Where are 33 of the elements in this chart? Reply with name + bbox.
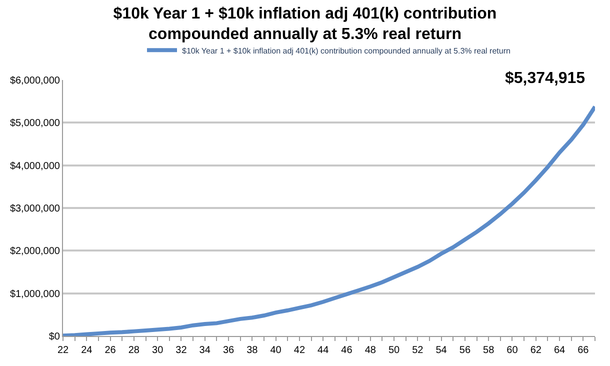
x-tick-label: 48 bbox=[364, 345, 376, 356]
x-tick-label: 36 bbox=[222, 345, 235, 356]
y-tick-label: $0 bbox=[48, 332, 60, 342]
x-tick-label: 60 bbox=[506, 345, 518, 356]
y-tick-label: $2,000,000 bbox=[10, 246, 60, 258]
legend-label: $10k Year 1 + $10k inflation adj 401(k) contribution compounded annually at 5.3% real return bbox=[182, 46, 510, 56]
x-tick-label: 28 bbox=[128, 345, 140, 356]
x-tick-label: 32 bbox=[176, 345, 188, 356]
x-tick-label: 26 bbox=[104, 345, 116, 356]
x-tick-label: 50 bbox=[388, 345, 400, 356]
x-tick-label: 56 bbox=[459, 345, 471, 356]
chart-title: $10k Year 1 + $10k inflation adj 401(k) contribution compounded annually at 5.3% real return bbox=[113, 5, 497, 44]
x-tick-label: 24 bbox=[81, 345, 93, 356]
y-tick-label: $6,000,000 bbox=[10, 76, 60, 86]
annotation: $5,374,915 bbox=[505, 70, 586, 87]
x-tick-label: 64 bbox=[554, 345, 566, 356]
x-tick-label: 30 bbox=[152, 345, 164, 356]
y-tick-label: $3,000,000 bbox=[10, 204, 60, 214]
x-tick-label: 46 bbox=[341, 345, 353, 356]
x-tick-label: 58 bbox=[483, 345, 495, 356]
y-tick-label: $4,000,000 bbox=[10, 160, 60, 172]
x-tick-label: 22 bbox=[57, 345, 69, 356]
x-tick-label: 44 bbox=[318, 345, 330, 356]
x-tick-label: 42 bbox=[294, 345, 306, 356]
x-tick-label: 54 bbox=[436, 345, 448, 356]
x-tick-label: 38 bbox=[246, 345, 258, 356]
x-tick-label: 34 bbox=[199, 345, 211, 356]
x-tick-label: 62 bbox=[530, 345, 542, 356]
x-tick-label: 40 bbox=[270, 345, 282, 356]
x-tick-label: 52 bbox=[412, 345, 424, 356]
x-tick-label: 66 bbox=[578, 345, 590, 356]
y-tick-label: $5,000,000 bbox=[10, 118, 60, 130]
y-tick-label: $1,000,000 bbox=[10, 288, 60, 300]
